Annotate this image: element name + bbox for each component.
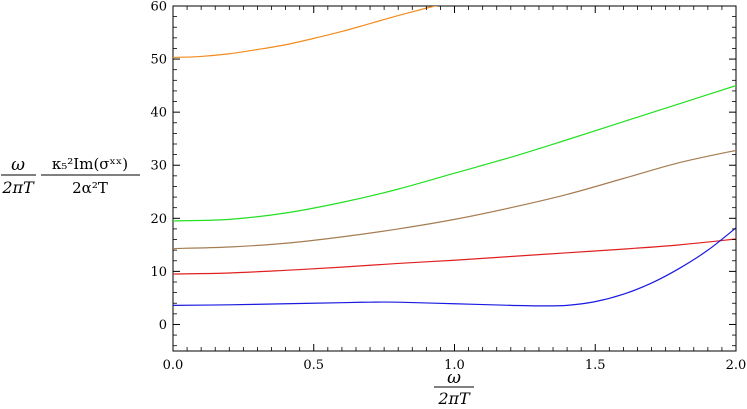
x-tick-label: 1.0 (444, 358, 465, 373)
y-axis-label-right-numerator: κ₅²Im(σˣˣ) (52, 155, 128, 173)
series-line-5 (173, 227, 736, 307)
series-line-1 (173, 6, 439, 59)
ticks-layer: 0.0 0.5 1.0 1.5 2.0 0 10 20 30 40 50 60 (150, 0, 746, 373)
y-axis-label-left-numerator: ω (11, 155, 25, 175)
y-axis-label-left-denominator: 2πT (1, 178, 35, 197)
x-tick-label: 2.0 (726, 358, 747, 373)
y-tick-label: 60 (150, 0, 167, 15)
x-tick-label: 0.0 (163, 358, 184, 373)
series-layer (173, 6, 736, 307)
y-tick-label: 30 (150, 159, 167, 174)
series-line-3 (173, 149, 736, 250)
x-axis-label: ω 2πT (434, 368, 474, 408)
y-tick-label: 0 (159, 318, 167, 333)
x-axis-label-denominator: 2πT (437, 389, 471, 408)
y-tick-label: 50 (150, 53, 167, 68)
x-axis-label-numerator: ω (447, 368, 461, 388)
series-line-4 (173, 238, 736, 275)
y-tick-label: 40 (150, 106, 167, 121)
y-axis-label-right-denominator: 2α²T (72, 179, 108, 197)
series-line-2 (173, 85, 736, 222)
y-tick-label: 10 (150, 265, 167, 280)
y-tick-label: 20 (150, 212, 167, 227)
x-tick-label: 1.5 (585, 358, 606, 373)
y-axis-label: ω 2πT κ₅²Im(σˣˣ) 2α²T (1, 155, 140, 197)
x-tick-label: 0.5 (303, 358, 324, 373)
